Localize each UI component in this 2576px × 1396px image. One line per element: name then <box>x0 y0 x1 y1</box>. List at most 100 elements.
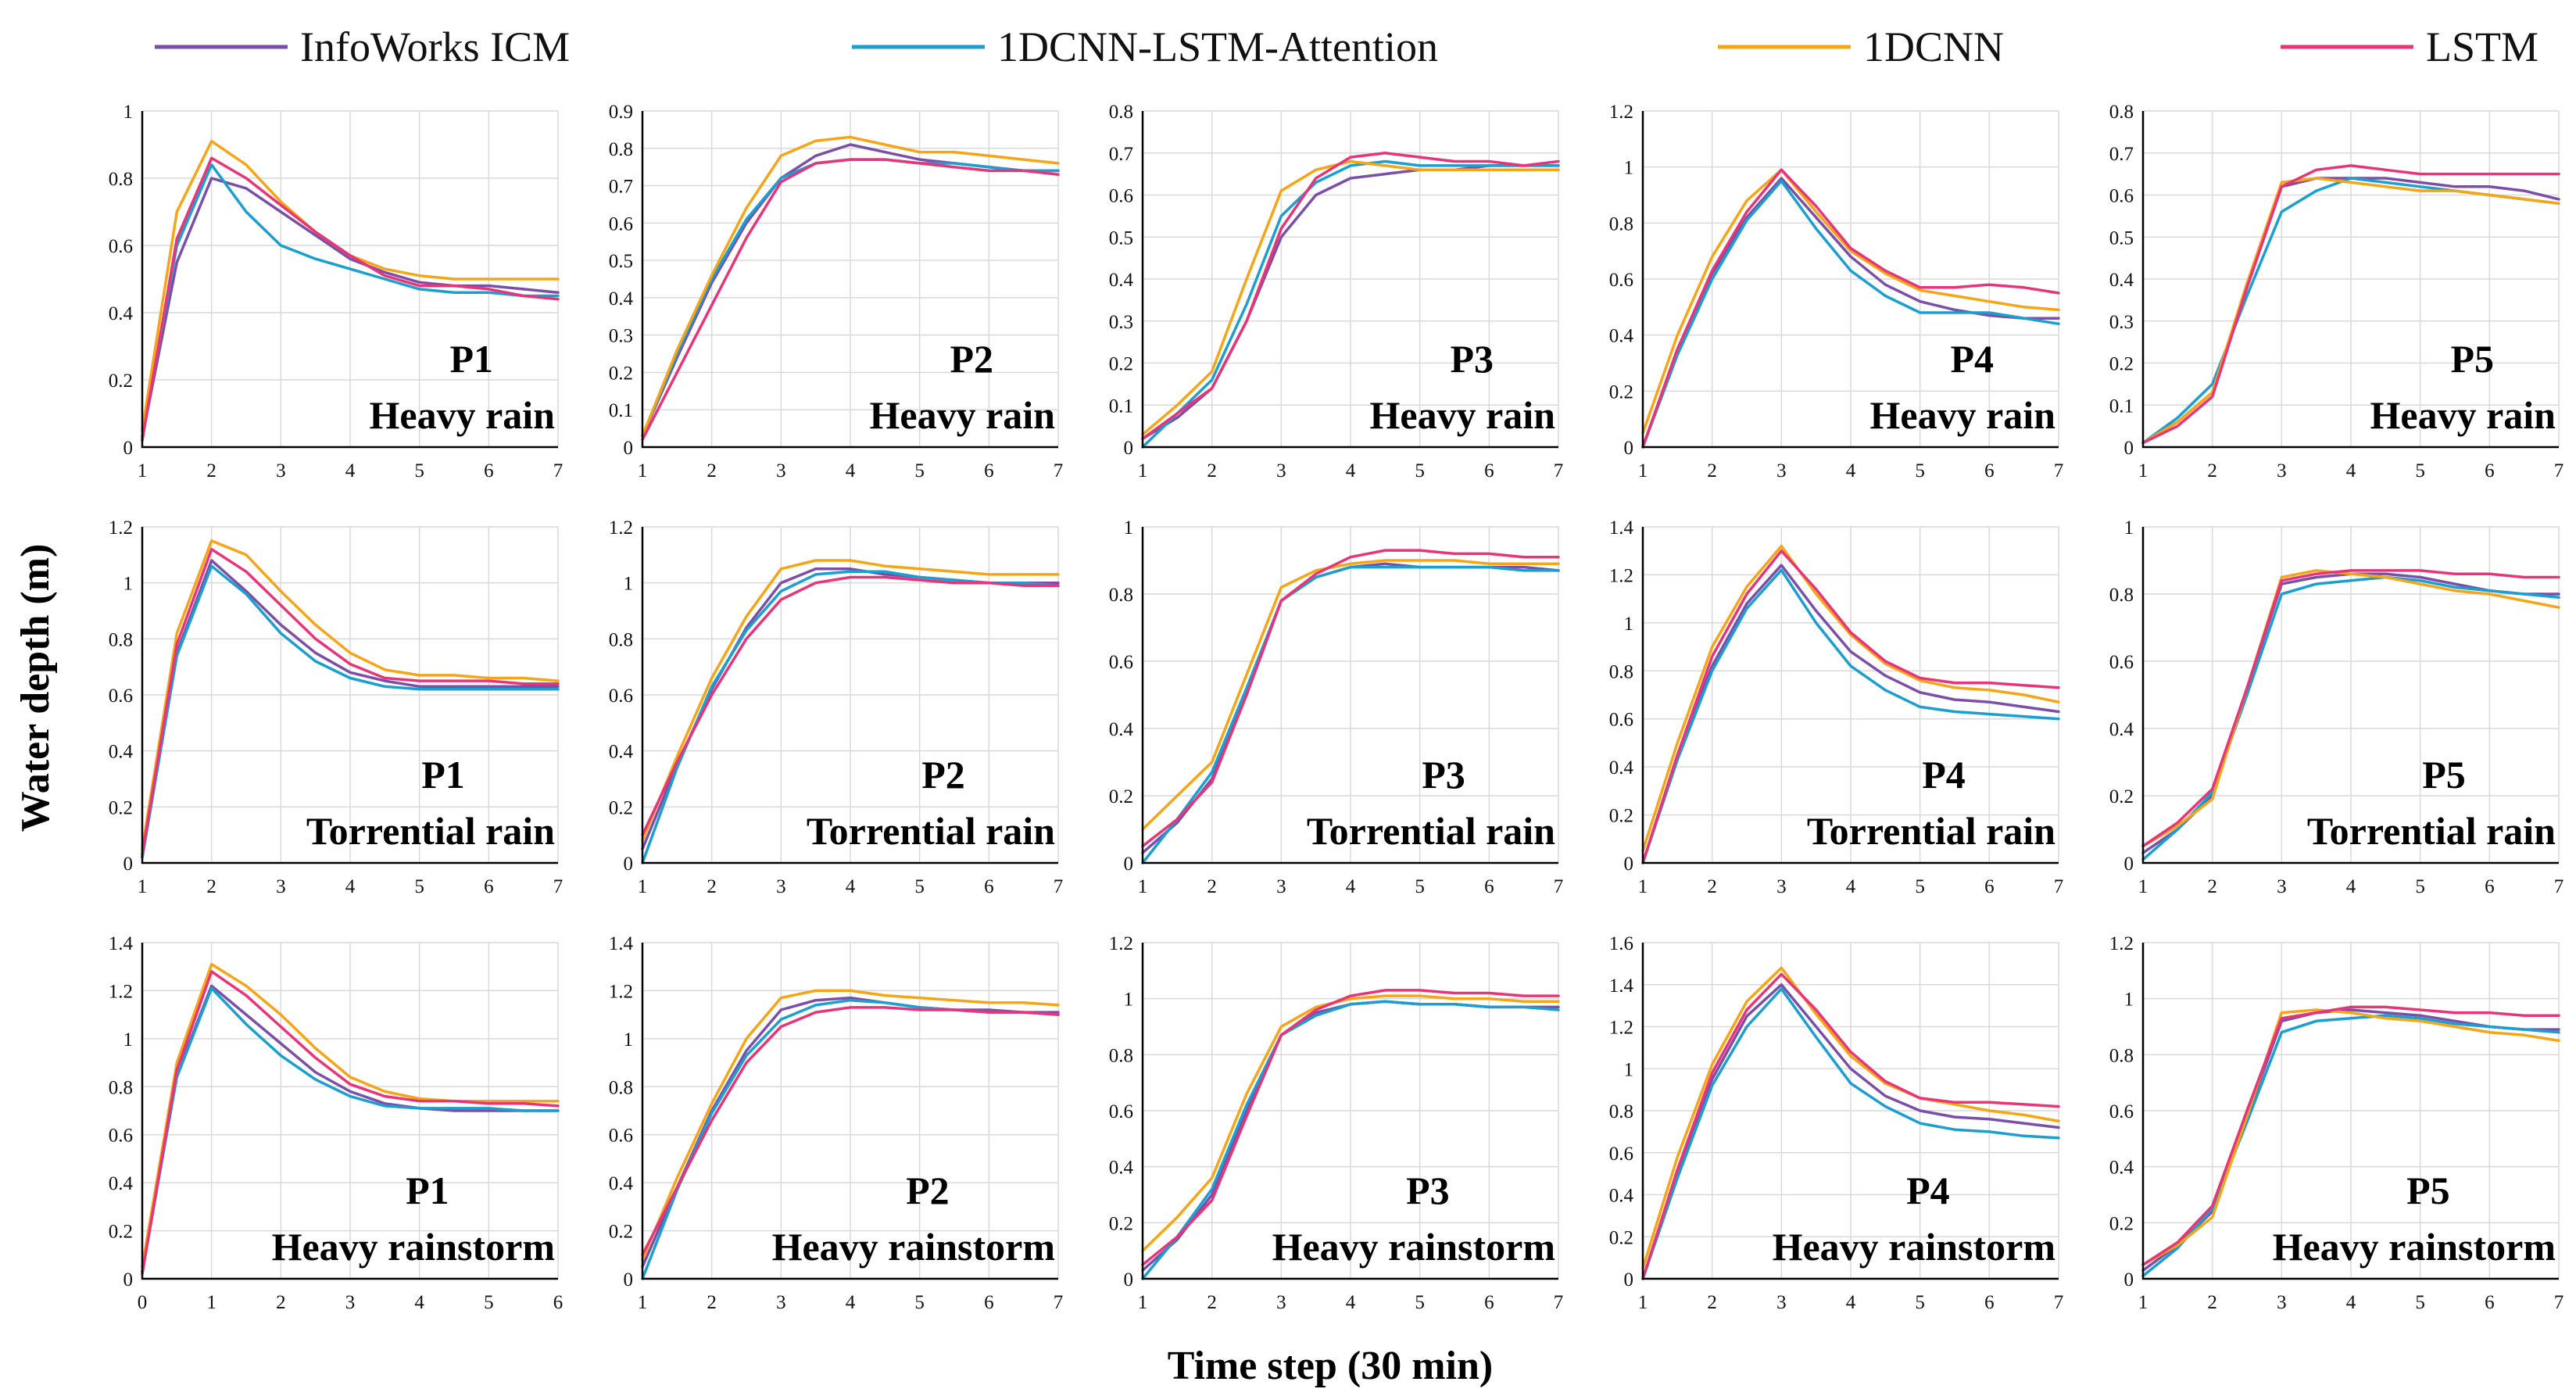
legend-item-infoworks-icm: InfoWorks ICM <box>155 23 570 70</box>
series-line-lstm <box>141 547 560 857</box>
series-line-1dcnn-lstm-attention <box>141 986 560 1273</box>
y-tick-label: 0.4 <box>609 742 634 763</box>
y-tick-label: 0 <box>2124 1269 2134 1290</box>
series-line-infoworks-icm <box>1641 564 2060 864</box>
y-tick-label: 0 <box>1124 438 1134 459</box>
y-tick-label: 0.6 <box>609 213 633 234</box>
y-tick-label: 0 <box>1624 854 1634 875</box>
y-tick-label: 0.1 <box>609 400 633 421</box>
y-tick-label: 0 <box>624 1269 634 1290</box>
series-line-1dcnn <box>1141 559 1560 831</box>
x-tick-label: 6 <box>484 876 494 897</box>
series-line-1dcnn <box>641 989 1060 1262</box>
x-tick-label: 7 <box>553 876 564 897</box>
y-tick-label: 0 <box>1124 1269 1134 1290</box>
x-tick-label: 2 <box>276 1292 286 1313</box>
panel-p1-heavy-rain: 0 0.2 0.4 0.6 0.8 1 1 2 3 4 5 6 7 P1 Heavy rain <box>109 102 564 481</box>
y-tick-label: 1 <box>1124 990 1134 1011</box>
series-line-1dcnn-lstm-attention <box>1141 1000 1560 1280</box>
x-tick-label: 5 <box>414 460 424 481</box>
y-tick-label: 1.2 <box>1109 933 1133 954</box>
panel-p5-torrential-rain: 0 0.2 0.4 0.6 0.8 1 1 2 3 4 5 6 7 P5 Torrential rain <box>2109 517 2564 897</box>
x-tick-label: 7 <box>1554 1292 1564 1313</box>
x-tick-label: 2 <box>707 460 717 481</box>
x-tick-label: 3 <box>345 1292 356 1313</box>
axis-frame <box>141 111 558 449</box>
x-tick-label: 2 <box>2207 460 2217 481</box>
x-tick-label: 1 <box>1638 1292 1648 1313</box>
y-tick-label: 0.8 <box>109 629 133 650</box>
panel-event-label: Heavy rain <box>1370 393 1556 437</box>
panel-point-label: P3 <box>1406 1169 1450 1212</box>
y-tick-label: 0.2 <box>1609 1227 1633 1248</box>
panel-p3-heavy-rainstorm: 0 0.2 0.4 0.6 0.8 1 1.2 1 2 3 4 5 6 7 P3 Heavy rainstor… <box>1109 933 1564 1313</box>
axis-frame <box>2141 943 2559 1280</box>
y-tick-label: 0.4 <box>1609 1186 1634 1207</box>
panel-event-label: Heavy rain <box>1870 393 2056 437</box>
series-line-1dcnn <box>1641 966 2060 1270</box>
panels-grid: 0 0.2 0.4 0.6 0.8 1 1 2 3 4 5 6 7 P1 Heavy rain 0 0.1 0.2… <box>109 102 2564 1313</box>
y-tick-label: 1.4 <box>1609 517 1634 539</box>
y-tick-label: 0.2 <box>1109 354 1133 375</box>
y-tick-label: 1 <box>123 102 134 123</box>
panel-point-label: P5 <box>2450 337 2494 381</box>
y-tick-label: 1.2 <box>109 981 133 1002</box>
y-tick-label: 1.2 <box>609 981 633 1002</box>
y-tick-label: 0.6 <box>109 1126 133 1147</box>
axis-frame <box>1141 943 1558 1280</box>
x-tick-label: 6 <box>1484 876 1494 897</box>
x-tick-label: 4 <box>414 1292 424 1313</box>
x-tick-label: 5 <box>2415 876 2425 897</box>
y-tick-label: 0.4 <box>1109 270 1134 291</box>
y-axis-title: Water depth (m) <box>13 544 58 832</box>
y-tick-label: 0.6 <box>1109 186 1133 207</box>
x-tick-label: 6 <box>1484 1292 1494 1313</box>
y-tick-label: 0.4 <box>109 1173 134 1194</box>
x-tick-label: 5 <box>1415 1292 1425 1313</box>
y-tick-label: 0.4 <box>2109 719 2134 740</box>
y-tick-label: 1.6 <box>1609 933 1633 954</box>
x-tick-label: 6 <box>1984 460 1995 481</box>
x-tick-label: 3 <box>1776 876 1787 897</box>
y-tick-label: 0.2 <box>109 1222 133 1243</box>
y-tick-label: 1.2 <box>1609 102 1633 123</box>
y-tick-label: 1 <box>1624 614 1634 635</box>
x-tick-label: 2 <box>206 460 216 481</box>
x-tick-label: 6 <box>2485 460 2495 481</box>
series-line-1dcnn-lstm-attention <box>1141 565 1560 864</box>
x-tick-label: 7 <box>1054 876 1064 897</box>
y-tick-label: 1.4 <box>609 933 634 954</box>
panel-p3-torrential-rain: 0 0.2 0.4 0.6 0.8 1 1 2 3 4 5 6 7 P3 Torrential rain <box>1109 517 1564 897</box>
series-line-lstm <box>1641 549 2060 864</box>
panel-p2-torrential-rain: 0 0.2 0.4 0.6 0.8 1 1.2 1 2 3 4 5 6 7 P2 Torrential rai… <box>609 517 1064 897</box>
legend-label: 1DCNN-LSTM-Attention <box>997 23 1438 70</box>
y-tick-label: 0.8 <box>1109 102 1133 123</box>
x-tick-label: 3 <box>776 1292 786 1313</box>
y-tick-label: 0.4 <box>109 303 134 324</box>
y-tick-label: 0.8 <box>1609 213 1633 234</box>
series-line-1dcnn-lstm-attention <box>2141 575 2560 861</box>
x-tick-label: 2 <box>2207 1292 2217 1313</box>
x-tick-label: 3 <box>276 460 286 481</box>
x-tick-label: 1 <box>1138 1292 1148 1313</box>
x-tick-label: 5 <box>914 460 925 481</box>
panel-p5-heavy-rainstorm: 0 0.2 0.4 0.6 0.8 1 1.2 1 2 3 4 5 6 7 P5 Heavy rainstor… <box>2109 933 2564 1313</box>
series-line-lstm <box>641 575 1060 836</box>
y-tick-label: 1.2 <box>109 517 133 539</box>
panel-event-label: Heavy rainstorm <box>272 1225 555 1269</box>
series-line-1dcnn-lstm-attention <box>1641 568 2060 864</box>
x-tick-label: 5 <box>2415 1292 2425 1313</box>
series-line-lstm <box>2141 1005 2560 1266</box>
x-tick-label: 2 <box>206 876 216 897</box>
y-tick-label: 1 <box>624 574 634 595</box>
y-tick-label: 1 <box>123 574 134 595</box>
series-line-1dcnn-lstm-attention <box>141 163 560 438</box>
x-tick-label: 7 <box>1554 876 1564 897</box>
x-tick-label: 2 <box>707 876 717 897</box>
panel-event-label: Heavy rainstorm <box>1272 1225 1555 1269</box>
panel-event-label: Heavy rain <box>2370 393 2556 437</box>
axis-frame <box>1141 111 1558 449</box>
x-tick-label: 2 <box>1207 1292 1217 1313</box>
axis-frame <box>641 943 1058 1280</box>
x-tick-label: 5 <box>484 1292 494 1313</box>
